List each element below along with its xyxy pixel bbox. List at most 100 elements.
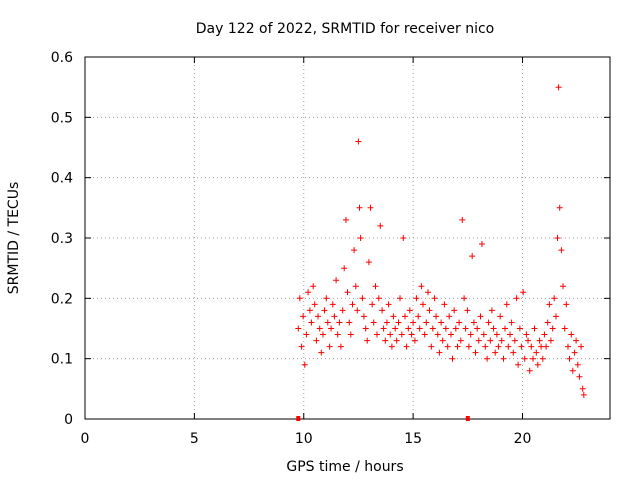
data-point xyxy=(413,295,420,302)
data-point xyxy=(477,313,484,320)
data-point xyxy=(331,313,338,320)
data-point xyxy=(533,349,540,356)
data-point xyxy=(530,355,536,362)
data-point xyxy=(470,319,477,326)
data-point xyxy=(365,259,372,266)
data-point xyxy=(520,289,527,296)
data-point xyxy=(395,319,402,326)
data-point xyxy=(347,331,354,338)
data-point xyxy=(510,349,517,356)
data-point xyxy=(539,355,546,362)
data-point xyxy=(415,313,422,320)
data-point xyxy=(525,337,531,344)
data-point xyxy=(339,307,346,314)
x-tick-label: 0 xyxy=(81,431,90,447)
y-tick-label: 0.4 xyxy=(51,171,73,187)
data-point xyxy=(576,373,583,380)
data-point xyxy=(558,247,565,254)
data-point xyxy=(480,331,487,338)
data-point xyxy=(416,325,423,332)
data-point xyxy=(482,343,489,350)
data-point xyxy=(431,295,438,302)
data-point xyxy=(448,331,454,338)
data-point xyxy=(326,343,333,350)
scatter-series xyxy=(295,84,587,398)
data-point xyxy=(444,343,451,350)
axis-marker xyxy=(465,416,470,421)
y-tick-label: 0.1 xyxy=(51,352,73,368)
data-point xyxy=(528,343,535,350)
data-point xyxy=(551,295,558,302)
data-point xyxy=(408,331,415,338)
data-point xyxy=(485,319,492,326)
data-point xyxy=(383,319,390,326)
data-point xyxy=(300,313,307,320)
data-point xyxy=(418,283,425,290)
plot-frame xyxy=(84,56,611,420)
data-point xyxy=(497,313,504,320)
data-point xyxy=(403,343,410,350)
data-point xyxy=(500,355,507,362)
data-point xyxy=(536,337,543,344)
data-point xyxy=(392,325,399,332)
data-point xyxy=(377,222,384,229)
data-point xyxy=(356,204,363,211)
x-axis: 0 5 10 15 20 xyxy=(81,57,531,447)
data-point xyxy=(374,331,380,338)
data-point xyxy=(553,313,559,320)
data-point xyxy=(390,313,397,320)
data-point xyxy=(315,313,321,320)
data-point xyxy=(526,367,533,374)
axis-markers xyxy=(296,416,470,421)
data-point xyxy=(311,301,318,308)
data-point xyxy=(531,325,538,332)
data-point xyxy=(372,283,379,290)
data-point xyxy=(515,361,522,368)
data-point xyxy=(442,325,449,332)
data-point xyxy=(544,319,551,326)
data-point xyxy=(324,319,331,326)
y-tick-label: 0.3 xyxy=(51,231,73,247)
data-point xyxy=(563,301,570,308)
data-point xyxy=(516,325,523,332)
data-point xyxy=(351,247,358,254)
data-point xyxy=(472,349,479,356)
data-point xyxy=(410,319,417,326)
data-point xyxy=(579,385,586,392)
data-point xyxy=(569,367,576,374)
data-point xyxy=(580,391,587,398)
data-point xyxy=(420,301,426,308)
data-point xyxy=(561,325,568,332)
data-point xyxy=(479,241,485,247)
data-point xyxy=(518,343,525,350)
data-point xyxy=(429,325,436,332)
data-point xyxy=(341,265,348,272)
x-tick-label: 10 xyxy=(295,431,313,447)
data-point xyxy=(490,325,497,332)
data-point xyxy=(475,337,482,344)
data-point xyxy=(446,313,453,320)
data-point xyxy=(402,313,408,320)
data-point xyxy=(329,301,336,308)
data-point xyxy=(547,337,554,344)
data-point xyxy=(379,307,386,314)
axis-marker xyxy=(296,416,301,421)
data-point xyxy=(320,331,326,338)
data-point xyxy=(492,349,499,356)
data-point xyxy=(467,331,474,338)
data-point xyxy=(508,319,515,326)
y-tick-label: 0.6 xyxy=(51,50,73,66)
data-point xyxy=(426,307,433,314)
data-point xyxy=(295,325,302,332)
y-tick-label: 0.5 xyxy=(51,110,73,126)
data-point xyxy=(393,337,400,344)
data-point xyxy=(521,355,528,362)
data-point xyxy=(423,319,430,326)
data-point xyxy=(296,295,303,302)
data-point xyxy=(495,343,502,350)
data-point xyxy=(357,235,364,241)
data-point xyxy=(493,331,500,338)
data-point xyxy=(425,289,431,296)
data-point xyxy=(367,204,374,211)
data-point xyxy=(380,325,387,332)
